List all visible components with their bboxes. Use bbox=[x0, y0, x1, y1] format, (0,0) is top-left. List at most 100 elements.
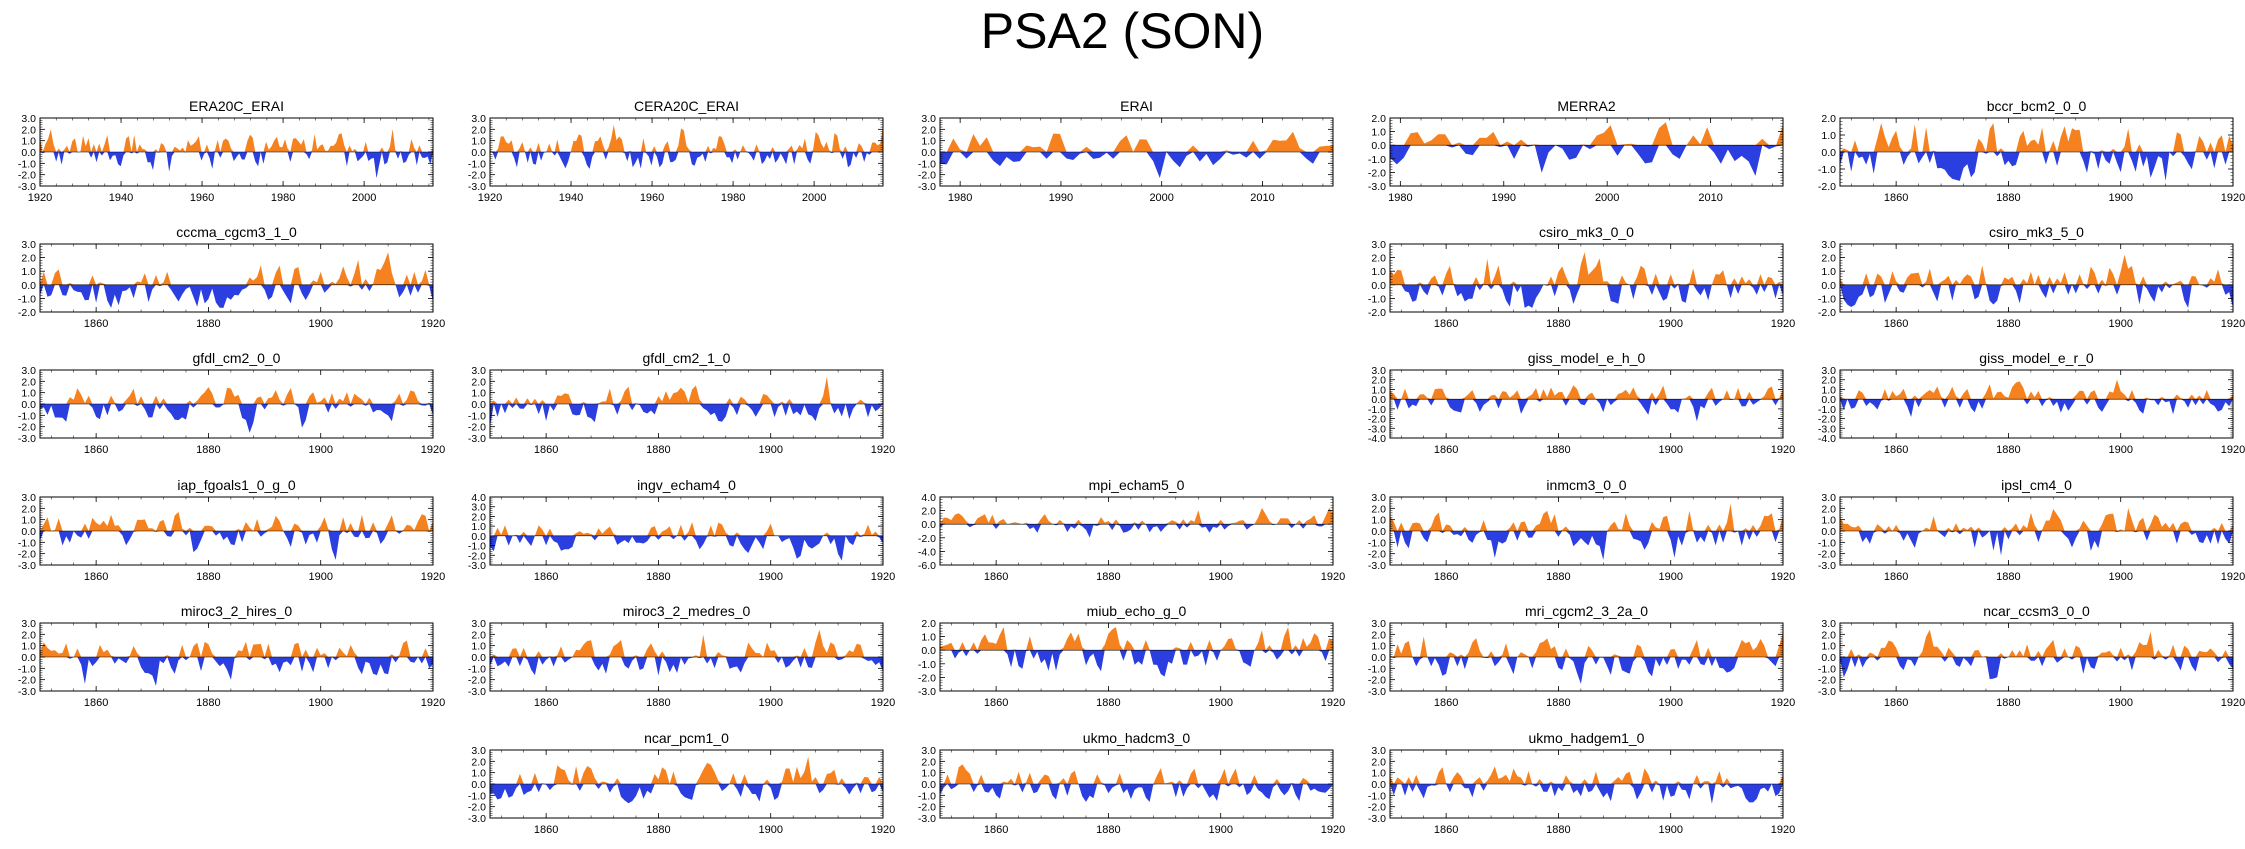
negative-area bbox=[1840, 531, 2233, 556]
y-tick-label: 2.0 bbox=[1371, 503, 1386, 515]
y-tick-label: -2.0 bbox=[468, 422, 486, 434]
positive-area bbox=[1390, 122, 1783, 146]
y-tick-label: -2.0 bbox=[918, 802, 936, 814]
negative-area bbox=[40, 152, 433, 179]
x-tick-label: 1880 bbox=[1996, 697, 2020, 709]
y-tick-label: 3.0 bbox=[471, 618, 486, 630]
negative-area bbox=[40, 404, 433, 433]
x-tick-label: 1900 bbox=[1658, 444, 1682, 456]
y-tick-label: 2.0 bbox=[471, 511, 486, 523]
x-tick-label: 1920 bbox=[1321, 571, 1345, 583]
x-tick-label: 1990 bbox=[1049, 192, 1073, 204]
y-tick-label: 0.0 bbox=[921, 779, 936, 791]
chart-panel: miroc3_2_hires_0 -3.0-2.0-1.00.01.02.03.0… bbox=[18, 603, 445, 709]
positive-area bbox=[1390, 385, 1783, 400]
y-tick-label: -3.0 bbox=[918, 813, 936, 825]
y-tick-label: -3.0 bbox=[1818, 560, 1836, 572]
y-tick-label: 3.0 bbox=[21, 365, 36, 377]
chart-panel: ipsl_cm4_0 -3.0-2.0-1.00.01.02.03.0 1860 18… bbox=[1818, 477, 2245, 583]
x-tick-label: 1900 bbox=[1658, 318, 1682, 330]
chart-panel: csiro_mk3_5_0 -2.0 -1.00.0 1.02.0 3.0 1860 188… bbox=[1818, 224, 2245, 330]
y-tick-label: 3.0 bbox=[21, 618, 36, 630]
x-tick-label: 1980 bbox=[948, 192, 972, 204]
y-tick-label: -1.0 bbox=[468, 790, 486, 802]
panel-title: giss_model_e_h_0 bbox=[1528, 350, 1646, 366]
y-tick-label: 0.0 bbox=[1371, 280, 1386, 292]
panel-title: mri_cgcm2_3_2a_0 bbox=[1525, 603, 1648, 619]
x-tick-label: 1860 bbox=[1434, 571, 1458, 583]
negative-area bbox=[490, 404, 883, 427]
x-tick-label: 1880 bbox=[1546, 571, 1570, 583]
negative-area bbox=[1390, 657, 1783, 684]
panel-title: MERRA2 bbox=[1557, 98, 1616, 114]
plot-frame bbox=[939, 496, 1334, 566]
y-tick-label: -2.0 bbox=[1818, 307, 1836, 319]
y-tick-label: 4.0 bbox=[471, 492, 486, 504]
x-tick-label: 1860 bbox=[984, 571, 1008, 583]
positive-area bbox=[40, 129, 433, 152]
x-tick-label: 1920 bbox=[1771, 318, 1795, 330]
plot-frame bbox=[1839, 243, 2234, 313]
y-tick-label: 2.0 bbox=[1821, 253, 1836, 265]
panel-title: cccma_cgcm3_1_0 bbox=[176, 224, 297, 240]
y-tick-label: 1.0 bbox=[1821, 266, 1836, 278]
panel-title: miroc3_2_medres_0 bbox=[623, 603, 751, 619]
y-tick-label: 1.0 bbox=[1371, 515, 1386, 527]
y-tick-label: 2.0 bbox=[1821, 375, 1836, 387]
x-tick-label: 1880 bbox=[196, 318, 220, 330]
y-tick-label: -2.0 bbox=[1368, 307, 1386, 319]
x-tick-label: 1860 bbox=[1884, 571, 1908, 583]
y-tick-label: 2.0 bbox=[1821, 503, 1836, 515]
y-tick-label: -3.0 bbox=[918, 686, 936, 698]
main-title: PSA2 (SON) bbox=[980, 3, 1265, 59]
chart-panel: CERA20C_ERAI -3.0-2.0-1.00.01.02.03.0 1920… bbox=[468, 98, 884, 204]
y-tick-label: 3.0 bbox=[1371, 745, 1386, 757]
y-tick-label: 1.0 bbox=[1371, 127, 1386, 139]
y-tick-label: -2.0 bbox=[468, 170, 486, 182]
positive-area bbox=[940, 507, 1333, 525]
x-tick-label: 1880 bbox=[1546, 697, 1570, 709]
panel-title: inmcm3_0_0 bbox=[1546, 477, 1626, 493]
y-tick-label: 1.0 bbox=[1821, 641, 1836, 653]
panel-title: iap_fgoals1_0_g_0 bbox=[177, 477, 296, 493]
y-tick-label: 3.0 bbox=[1821, 365, 1836, 377]
y-tick-label: -3.0 bbox=[918, 181, 936, 193]
x-tick-label: 1920 bbox=[1321, 697, 1345, 709]
x-tick-label: 1860 bbox=[1884, 192, 1908, 204]
positive-area bbox=[1840, 254, 2233, 285]
x-tick-label: 1860 bbox=[1434, 444, 1458, 456]
y-tick-label: 0.0 bbox=[471, 531, 486, 543]
y-tick-label: -1.0 bbox=[1368, 293, 1386, 305]
x-tick-label: 1880 bbox=[1546, 824, 1570, 836]
y-tick-label: 1.0 bbox=[1371, 768, 1386, 780]
x-tick-label: 1990 bbox=[1492, 192, 1516, 204]
y-tick-label: 0.0 bbox=[21, 526, 36, 538]
chart-panel: giss_model_e_r_0 -4.0-3.0-2.0-1.00.01.02.… bbox=[1818, 350, 2245, 456]
negative-area bbox=[40, 531, 433, 560]
panel-title: ukmo_hadcm3_0 bbox=[1083, 730, 1191, 746]
x-tick-label: 1920 bbox=[1771, 824, 1795, 836]
x-tick-label: 1920 bbox=[1321, 824, 1345, 836]
y-tick-label: -3.0 bbox=[18, 181, 36, 193]
y-tick-label: -1.0 bbox=[918, 790, 936, 802]
x-tick-label: 1880 bbox=[1096, 824, 1120, 836]
x-tick-label: 1880 bbox=[196, 571, 220, 583]
negative-area bbox=[1840, 399, 2233, 417]
x-tick-label: 2000 bbox=[352, 192, 376, 204]
x-tick-label: 1940 bbox=[559, 192, 583, 204]
y-tick-label: 2.0 bbox=[471, 124, 486, 136]
x-tick-label: 1900 bbox=[1658, 571, 1682, 583]
x-tick-label: 1880 bbox=[1996, 571, 2020, 583]
y-tick-label: 2.0 bbox=[21, 253, 36, 265]
x-tick-label: 1860 bbox=[534, 444, 558, 456]
y-tick-label: 3.0 bbox=[1821, 618, 1836, 630]
panel-title: miroc3_2_hires_0 bbox=[181, 603, 292, 619]
negative-area bbox=[940, 784, 1333, 802]
x-tick-label: 1880 bbox=[1096, 697, 1120, 709]
negative-area bbox=[1840, 152, 2233, 181]
x-tick-label: 1980 bbox=[271, 192, 295, 204]
y-tick-label: -1.0 bbox=[918, 158, 936, 170]
y-tick-label: -3.0 bbox=[468, 433, 486, 445]
x-tick-label: 1920 bbox=[871, 824, 895, 836]
y-tick-label: -3.0 bbox=[18, 560, 36, 572]
